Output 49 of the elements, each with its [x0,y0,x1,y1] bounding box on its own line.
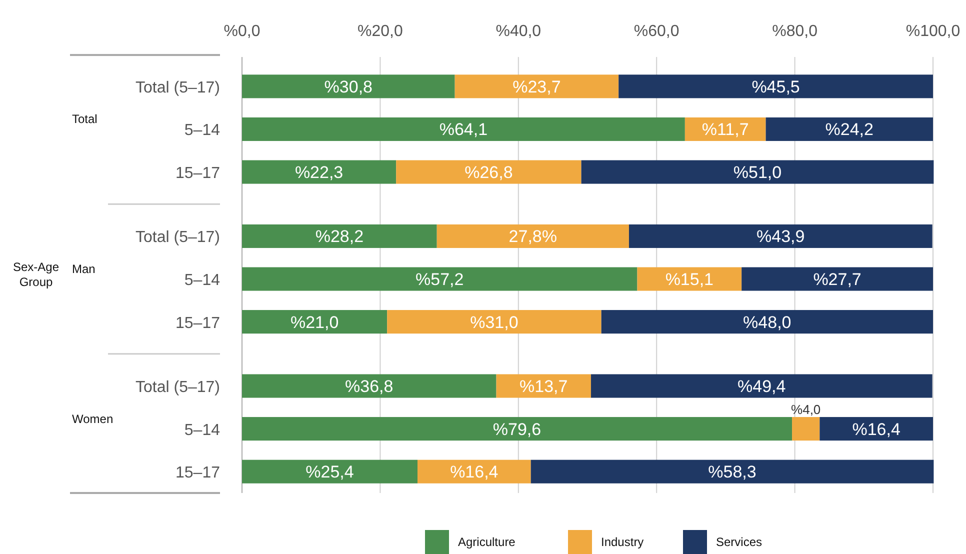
data-label: %45,5 [752,77,800,96]
data-label: %16,4 [450,462,498,482]
text: Sex-Age Group [12,260,60,289]
data-label: %27,7 [813,270,862,289]
text: Women [72,412,114,426]
data-label: %48,0 [743,312,792,332]
data-label: 27,8% [508,227,558,246]
x-tick-label: %0,0 [224,23,260,40]
y-tick-label: 5–14 [184,122,220,140]
data-label: %24,2 [825,120,874,140]
data-label: %23,7 [512,77,561,96]
data-label: %28,2 [315,227,364,246]
data-label: %79,6 [492,420,542,439]
data-label: %31,0 [470,312,518,332]
data-label: %11,7 [702,120,749,140]
data-label: %36,8 [345,377,394,396]
legend-label: Industry [601,535,644,549]
data-label: %58,3 [708,462,756,482]
data-label: %43,9 [756,227,805,246]
data-label: %57,2 [416,270,464,289]
text: Total [72,112,98,126]
y-tick-label: 5–14 [184,422,220,439]
legend-label: Agriculture [458,535,516,549]
data-label: %49,4 [738,377,786,396]
y-tick-label: Total (5–17) [136,79,220,96]
data-label: %15,1 [665,270,714,289]
data-label: %22,3 [294,163,344,182]
data-label: %13,7 [520,377,568,396]
x-tick-label: %20,0 [358,23,403,40]
y-tick-label: 15–17 [176,464,220,482]
y-tick-label: Total (5–17) [136,229,220,246]
data-label: %30,8 [324,77,373,96]
x-tick-label: %100,0 [906,23,960,40]
data-label: %51,0 [733,163,782,182]
y-tick-label: Total (5–17) [136,379,220,396]
y-tick-label: 15–17 [176,314,220,332]
x-tick-label: %80,0 [772,23,818,40]
legend-label: Services [716,535,762,549]
data-label: %25,4 [306,462,354,482]
x-tick-label: %40,0 [496,23,542,40]
data-label: %64,1 [439,120,488,140]
y-tick-label: 5–14 [184,272,220,289]
data-label: %16,4 [852,420,900,439]
data-label: %26,8 [464,163,513,182]
y-tick-label: 15–17 [176,165,220,182]
data-label: %21,0 [290,312,339,332]
x-tick-label: %60,0 [634,23,680,40]
text: Man [72,262,96,276]
data-label: %4,0 [791,402,821,418]
